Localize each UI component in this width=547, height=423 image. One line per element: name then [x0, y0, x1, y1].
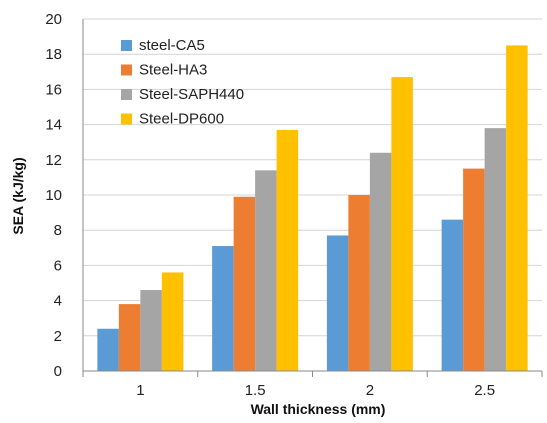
bar	[391, 77, 413, 371]
bar	[118, 304, 141, 371]
y-tick-label: 14	[45, 117, 62, 134]
bar	[255, 170, 277, 371]
bar	[326, 235, 349, 371]
y-tick-label: 6	[54, 257, 62, 274]
legend-swatch	[121, 113, 132, 125]
y-tick-label: 20	[45, 11, 62, 28]
bar	[506, 45, 528, 372]
legend-swatch	[121, 89, 132, 100]
legend-swatch	[121, 64, 132, 76]
bar	[233, 196, 256, 371]
x-tick-label: 2	[366, 382, 374, 399]
bar	[348, 195, 370, 371]
x-axis-title: Wall thickness (mm)	[251, 401, 386, 417]
legend-label: Steel-DP600	[139, 111, 224, 128]
x-tick-labels: 1 1.5 2 2.5	[136, 382, 495, 399]
y-tick-label: 0	[54, 363, 62, 380]
y-tick-label: 16	[45, 81, 62, 98]
y-tick-label: 18	[45, 46, 62, 63]
bar	[212, 246, 234, 371]
bar	[161, 272, 184, 371]
y-tick-label: 4	[54, 293, 62, 310]
x-tick-label: 1.5	[245, 382, 266, 399]
y-tick-label: 10	[45, 187, 62, 204]
bar	[276, 129, 299, 371]
bar	[140, 290, 162, 371]
bar	[97, 328, 119, 371]
legend: steel-CA5 Steel-HA3 Steel-SAPH440 Steel-DP6…	[121, 37, 244, 128]
axes	[82, 19, 543, 377]
legend-label: Steel-HA3	[139, 62, 207, 79]
legend-swatch	[121, 40, 132, 51]
x-tick-label: 1	[136, 382, 144, 399]
legend-label: Steel-SAPH440	[139, 86, 244, 103]
legend-label: steel-CA5	[139, 37, 205, 54]
y-tick-label: 2	[54, 328, 62, 345]
y-tick-label: 12	[45, 152, 62, 169]
y-tick-label: 8	[54, 222, 62, 239]
bar	[484, 128, 507, 371]
bar	[463, 168, 485, 371]
bars	[97, 45, 528, 372]
x-tick-label: 2.5	[474, 382, 495, 399]
y-tick-labels: 0 2 4 6 8 10 12 14 16 18 20	[45, 11, 62, 380]
bar	[441, 219, 464, 371]
bar	[369, 152, 392, 371]
y-axis-title: SEA (kJ/kg)	[10, 157, 26, 234]
